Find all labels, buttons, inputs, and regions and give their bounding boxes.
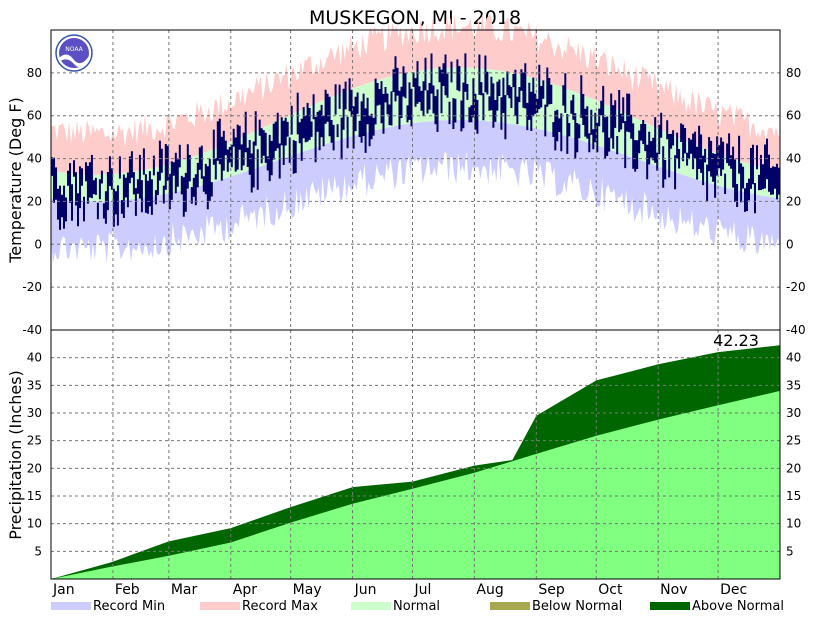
temperature-tick-label-left: -20 xyxy=(22,280,42,294)
temperature-tick-label-right: 40 xyxy=(786,152,801,166)
precipitation-y-axis-label: Precipitation (Inches) xyxy=(6,370,25,540)
temperature-panel: -40 -40 -20 -20 0 0 20 20 40 40 60 60 80 80 xyxy=(22,13,806,337)
legend-label: Record Min xyxy=(93,599,165,614)
temperature-tick-label-left: -40 xyxy=(22,323,42,337)
precipitation-tick-label-left: 15 xyxy=(27,489,42,503)
legend-label: Above Normal xyxy=(692,599,784,614)
temperature-tick-label-left: 60 xyxy=(27,109,42,123)
precipitation-tick-label-left: 5 xyxy=(34,544,42,558)
temperature-tick-label-right: 60 xyxy=(786,109,801,123)
legend-swatch xyxy=(200,602,240,610)
month-label: Nov xyxy=(660,582,687,598)
month-label: Jan xyxy=(52,582,75,598)
record-min-area xyxy=(51,120,780,264)
normal-precipitation-area xyxy=(51,390,780,579)
precipitation-panel: 5 5 10 10 15 15 20 20 25 25 30 30 35 35 40 40 xyxy=(27,330,801,579)
observed-temperature-bars xyxy=(51,53,780,230)
legend-swatch xyxy=(490,602,530,610)
month-label: Jun xyxy=(354,582,377,598)
month-label: Feb xyxy=(115,582,140,598)
normal-temperature-area xyxy=(51,67,780,202)
temperature-tick-label-left: 80 xyxy=(27,66,42,80)
precipitation-tick-label-left: 10 xyxy=(27,517,42,531)
legend-label: Normal xyxy=(393,599,440,614)
temperature-tick-label-right: 0 xyxy=(786,237,794,251)
precipitation-tick-label-left: 25 xyxy=(27,434,42,448)
precipitation-tick-label-left: 30 xyxy=(27,406,42,420)
temperature-tick-label-right: 20 xyxy=(786,194,801,208)
precipitation-tick-label-left: 40 xyxy=(27,351,42,365)
month-label: Dec xyxy=(720,582,747,598)
month-label: Jul xyxy=(414,582,432,598)
precipitation-tick-label-left: 35 xyxy=(27,378,42,392)
temperature-tick-label-right: -40 xyxy=(786,323,806,337)
temperature-tick-label-right: -20 xyxy=(786,280,806,294)
temperature-tick-label-left: 0 xyxy=(34,237,42,251)
precipitation-tick-label-right: 40 xyxy=(786,351,801,365)
precipitation-tick-label-right: 25 xyxy=(786,434,801,448)
precipitation-frame xyxy=(50,329,781,580)
precipitation-tick-label-right: 10 xyxy=(786,517,801,531)
precipitation-tick-label-right: 15 xyxy=(786,489,801,503)
temperature-tick-label-left: 20 xyxy=(27,194,42,208)
month-label: Sep xyxy=(538,582,565,598)
temperature-y-axis-label: Temperature (Deg F) xyxy=(6,97,25,264)
precipitation-total-label: 42.23 xyxy=(713,331,759,350)
noaa-logo-text: NOAA xyxy=(65,46,83,53)
legend: Record Min Record Max Normal Below Normal Ab… xyxy=(51,599,784,614)
month-label: Apr xyxy=(233,582,257,598)
precipitation-tick-label-right: 20 xyxy=(786,461,801,475)
precipitation-tick-label-right: 5 xyxy=(786,544,794,558)
chart-title: MUSKEGON, MI - 2018 xyxy=(309,7,521,29)
temperature-tick-label-left: 40 xyxy=(27,152,42,166)
month-label: Aug xyxy=(476,582,503,598)
precipitation-tick-label-right: 35 xyxy=(786,378,801,392)
legend-swatch xyxy=(351,602,391,610)
month-label: Mar xyxy=(171,582,198,598)
precipitation-tick-label-left: 20 xyxy=(27,461,42,475)
month-label: Oct xyxy=(598,582,623,598)
legend-label: Below Normal xyxy=(532,599,622,614)
legend-swatch xyxy=(650,602,690,610)
legend-label: Record Max xyxy=(242,599,318,614)
precipitation-tick-label-right: 30 xyxy=(786,406,801,420)
temperature-tick-label-right: 80 xyxy=(786,66,801,80)
month-label: May xyxy=(293,582,322,598)
legend-swatch xyxy=(51,602,91,610)
noaa-logo: NOAA xyxy=(55,34,93,72)
